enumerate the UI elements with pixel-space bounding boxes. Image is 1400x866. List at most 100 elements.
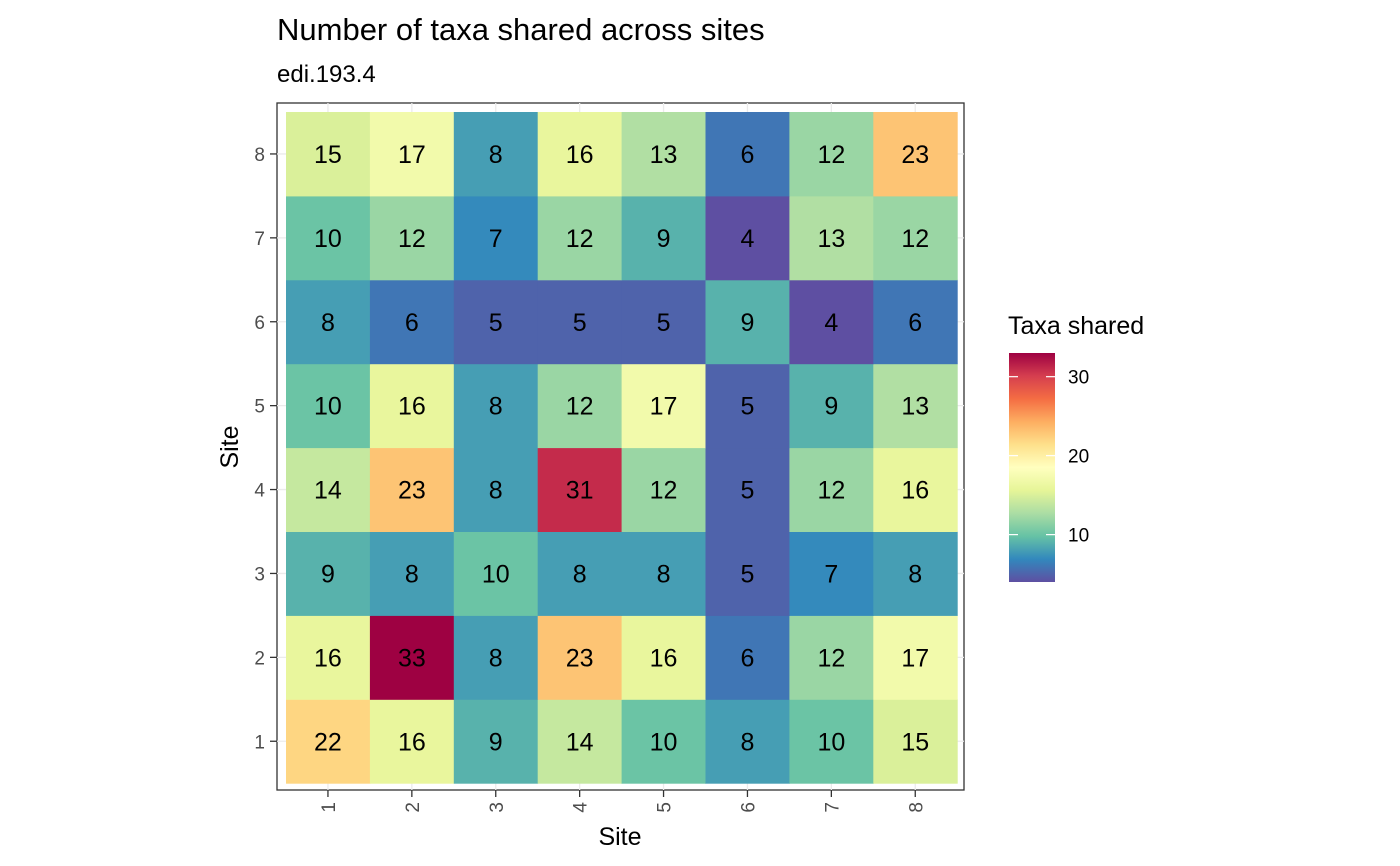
heatmap-cell xyxy=(621,112,706,197)
cell-value-label: 8 xyxy=(657,560,671,588)
heatmap-cell xyxy=(873,363,958,449)
heatmap-cell xyxy=(537,531,623,616)
heatmap-cell xyxy=(621,447,706,532)
cell-value-label: 23 xyxy=(398,477,426,505)
cell-value-label: 10 xyxy=(482,560,510,588)
y-axis: 1 2 3 4 5 6 7 8 xyxy=(254,145,277,753)
cell-value-label: 8 xyxy=(740,728,754,756)
heatmap-cell xyxy=(789,447,874,532)
heatmap-cell xyxy=(621,699,706,784)
cell-value-label: 23 xyxy=(566,644,594,672)
x-tick-label: 4 xyxy=(571,802,592,813)
cell-value-label: 5 xyxy=(740,477,754,505)
heatmap-cell xyxy=(453,279,539,365)
legend-colorbar xyxy=(1009,353,1055,582)
heatmap-cell xyxy=(369,279,455,365)
legend-tick-label: 30 xyxy=(1068,368,1089,389)
heatmap-cell xyxy=(286,279,371,365)
heatmap-cell xyxy=(286,615,371,700)
x-tick-label: 2 xyxy=(403,802,424,813)
cell-value-label: 8 xyxy=(405,560,419,588)
cell-value-label: 16 xyxy=(650,644,678,672)
cell-value-label: 16 xyxy=(398,393,426,421)
heatmap-cell xyxy=(705,279,790,365)
cell-value-label: 12 xyxy=(817,477,845,505)
y-tick-label: 8 xyxy=(254,145,265,166)
heatmap-cells xyxy=(286,112,958,784)
heatmap-cell xyxy=(621,195,706,281)
heatmap-cell xyxy=(537,615,623,700)
heatmap-cell xyxy=(789,699,874,784)
heatmap-cell xyxy=(621,615,706,700)
cell-value-label: 13 xyxy=(650,141,678,169)
cell-value-label: 5 xyxy=(489,309,503,337)
cell-value-label: 7 xyxy=(824,560,838,588)
heatmap-cell xyxy=(789,531,874,616)
cell-value-label: 17 xyxy=(650,393,678,421)
cell-value-label: 6 xyxy=(908,309,922,337)
cell-value-label: 6 xyxy=(740,644,754,672)
heatmap-cell xyxy=(286,531,371,616)
x-tick-label: 7 xyxy=(822,802,843,813)
heatmap-cell xyxy=(369,112,455,197)
cell-value-label: 17 xyxy=(398,141,426,169)
heatmap-cell xyxy=(873,699,958,784)
heatmap-cell xyxy=(286,699,371,784)
x-tick-label: 8 xyxy=(906,802,927,813)
y-tick-label: 5 xyxy=(254,397,265,418)
heatmap-cell xyxy=(453,195,539,281)
legend-title: Taxa shared xyxy=(1008,312,1144,340)
heatmap-cell xyxy=(621,363,706,449)
y-tick-label: 6 xyxy=(254,313,265,334)
cell-value-label: 8 xyxy=(489,477,503,505)
heatmap-cell xyxy=(873,195,958,281)
cell-value-label: 5 xyxy=(740,393,754,421)
cell-value-label: 16 xyxy=(314,644,342,672)
cell-value-label: 12 xyxy=(398,225,426,253)
heatmap-cell xyxy=(705,195,790,281)
cell-value-label: 7 xyxy=(489,225,503,253)
heatmap-cell xyxy=(621,279,706,365)
heatmap-cell xyxy=(453,699,539,784)
cell-value-label: 13 xyxy=(901,393,929,421)
cell-value-label: 16 xyxy=(566,141,594,169)
cell-value-label: 4 xyxy=(824,309,838,337)
cell-value-label: 8 xyxy=(573,560,587,588)
heatmap-cell xyxy=(453,531,539,616)
cell-value-label: 16 xyxy=(398,728,426,756)
y-tick-label: 3 xyxy=(254,564,265,585)
heatmap-cell xyxy=(789,195,874,281)
heatmap-cell xyxy=(873,447,958,532)
cell-value-label: 31 xyxy=(566,477,594,505)
heatmap-cell xyxy=(537,447,623,532)
heatmap-cell xyxy=(453,615,539,700)
x-axis-title: Site xyxy=(598,823,641,851)
cell-value-label: 16 xyxy=(901,477,929,505)
cell-value-label: 15 xyxy=(314,141,342,169)
cell-value-label: 6 xyxy=(405,309,419,337)
cell-value-label: 14 xyxy=(314,477,342,505)
heatmap-cell xyxy=(705,615,790,700)
cell-value-label: 8 xyxy=(489,141,503,169)
x-tick-label: 6 xyxy=(738,802,759,813)
cell-value-label: 13 xyxy=(817,225,845,253)
x-tick-label: 3 xyxy=(487,802,508,813)
cell-value-label: 17 xyxy=(901,644,929,672)
cell-value-label: 9 xyxy=(657,225,671,253)
cell-value-label: 33 xyxy=(398,644,426,672)
cell-value-label: 10 xyxy=(650,728,678,756)
heatmap-cell xyxy=(705,531,790,616)
heatmap-cell xyxy=(537,195,623,281)
cell-value-label: 5 xyxy=(657,309,671,337)
legend-ticks: 10 20 30 xyxy=(1009,368,1089,547)
cell-value-label: 12 xyxy=(566,225,594,253)
heatmap-cell xyxy=(789,112,874,197)
heatmap-cell xyxy=(369,195,455,281)
cell-value-label: 10 xyxy=(314,393,342,421)
cell-value-label: 23 xyxy=(901,141,929,169)
cell-value-label: 10 xyxy=(314,225,342,253)
legend: Taxa shared 10 20 30 xyxy=(1008,312,1144,582)
heatmap-cell xyxy=(369,363,455,449)
cell-value-label: 4 xyxy=(740,225,754,253)
